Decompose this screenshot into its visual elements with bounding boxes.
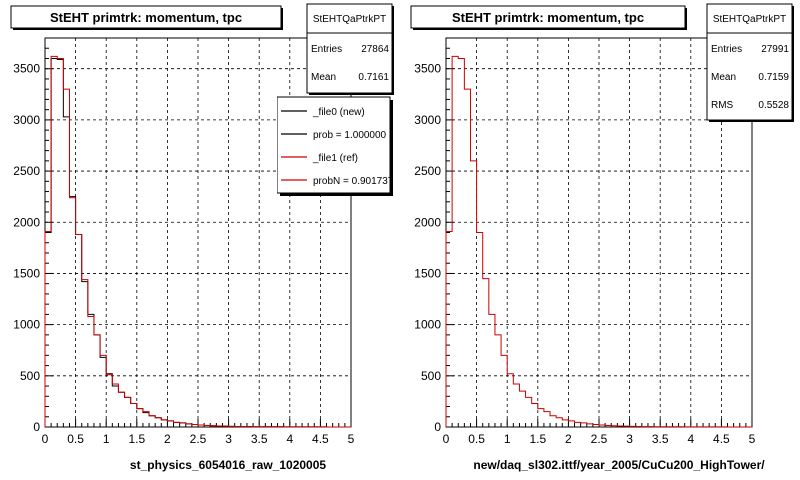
chart-title: StEHT primtrk: momentum, tpc — [50, 10, 242, 25]
histogram-panel-2: 0 0.5 1 1.5 2 2.5 3 3.5 4 4.5 5 0 500 1000 1500 2000 250… — [414, 37, 765, 472]
legend-box: _file0 (new) prob = 1.000000 _file1 (ref) p… — [277, 96, 394, 196]
stats-box: StEHTQaPtrkPT Entries 27991 Mean 0.7159 RMS 0.… — [706, 3, 794, 122]
legend-entry-label: _file1 (ref) — [312, 153, 358, 164]
title-box: StEHT primtrk: momentum, tpc — [10, 5, 283, 30]
stats-entries-label: Entries — [311, 44, 342, 55]
y-tick-label: 1000 — [414, 318, 441, 332]
x-tick-label: 1 — [103, 432, 110, 446]
x-tick-label: 2.5 — [190, 432, 207, 446]
stats-rms-label: RMS — [711, 100, 734, 111]
stats-box: StEHTQaPtrkPT Entries 27864 Mean 0.7161 — [306, 3, 394, 95]
x-axis-label: st_physics_6054016_raw_1020005 — [130, 458, 326, 472]
x-tick-label: 0 — [443, 432, 450, 446]
x-tick-label: 4 — [286, 432, 293, 446]
stats-mean-label: Mean — [711, 72, 736, 83]
x-tick-label: 2 — [164, 432, 171, 446]
stats-name: StEHTQaPtrkPT — [313, 14, 386, 25]
stats-frame — [706, 3, 793, 121]
stats-mean-value: 0.7161 — [358, 72, 389, 83]
stats-entries-label: Entries — [711, 44, 742, 55]
y-tick-label: 2500 — [414, 164, 441, 178]
stats-rms-value: 0.5528 — [758, 100, 789, 111]
x-tick-label: 4 — [687, 432, 694, 446]
y-tick-label: 1000 — [13, 318, 40, 332]
x-tick-label: 1 — [504, 432, 511, 446]
legend-entry-label: prob = 1.000000 — [313, 130, 387, 141]
histogram-series-2 — [44, 55, 351, 428]
grid — [446, 38, 752, 427]
x-tick-label: 4.5 — [713, 432, 730, 446]
stats-name: StEHTQaPtrkPT — [713, 14, 786, 25]
x-tick-label: 3.5 — [251, 432, 268, 446]
y-tick-label: 0 — [434, 420, 441, 434]
y-tick-label: 500 — [20, 369, 40, 383]
stats-frame — [306, 3, 393, 94]
ticks — [445, 37, 753, 428]
x-axis-label: new/daq_sl302.ittf/year_2005/CuCu200_Hig… — [473, 458, 765, 472]
y-tick-label: 500 — [421, 369, 441, 383]
y-tick-label: 3000 — [414, 113, 441, 127]
y-tick-label: 3500 — [13, 62, 40, 76]
x-tick-label: 1.5 — [529, 432, 546, 446]
x-tick-label: 2 — [565, 432, 572, 446]
y-tick-label: 1500 — [13, 266, 40, 280]
y-tick-label: 2000 — [414, 215, 441, 229]
x-tick-label: 2.5 — [591, 432, 608, 446]
stats-mean-label: Mean — [311, 72, 336, 83]
x-tick-label: 3.5 — [652, 432, 669, 446]
y-tick-label: 2500 — [13, 164, 40, 178]
stats-entries-value: 27991 — [761, 44, 789, 55]
y-tick-label: 3000 — [13, 113, 40, 127]
y-tick-label: 3500 — [414, 62, 441, 76]
x-tick-label: 5 — [348, 432, 355, 446]
y-tick-label: 0 — [33, 420, 40, 434]
x-tick-label: 0.5 — [468, 432, 485, 446]
y-tick-label: 2000 — [13, 215, 40, 229]
x-tick-label: 0 — [42, 432, 49, 446]
x-tick-label: 5 — [749, 432, 756, 446]
title-box: StEHT primtrk: momentum, tpc — [410, 5, 687, 30]
chart-title: StEHT primtrk: momentum, tpc — [452, 10, 644, 25]
title-frame — [410, 5, 686, 29]
legend-entry-label: probN = 0.901737 — [313, 176, 394, 187]
x-tick-label: 3 — [225, 432, 232, 446]
y-tick-label: 1500 — [414, 266, 441, 280]
x-tick-label: 1.5 — [128, 432, 145, 446]
histogram-series-1 — [445, 55, 752, 428]
legend-entry-label: _file0 (new) — [312, 107, 365, 118]
stats-entries-value: 27864 — [361, 44, 389, 55]
x-tick-label: 4.5 — [312, 432, 329, 446]
x-tick-label: 3 — [626, 432, 633, 446]
legend-frame — [277, 96, 391, 194]
title-frame — [10, 5, 282, 29]
stats-mean-value: 0.7159 — [758, 72, 789, 83]
x-tick-label: 0.5 — [67, 432, 84, 446]
